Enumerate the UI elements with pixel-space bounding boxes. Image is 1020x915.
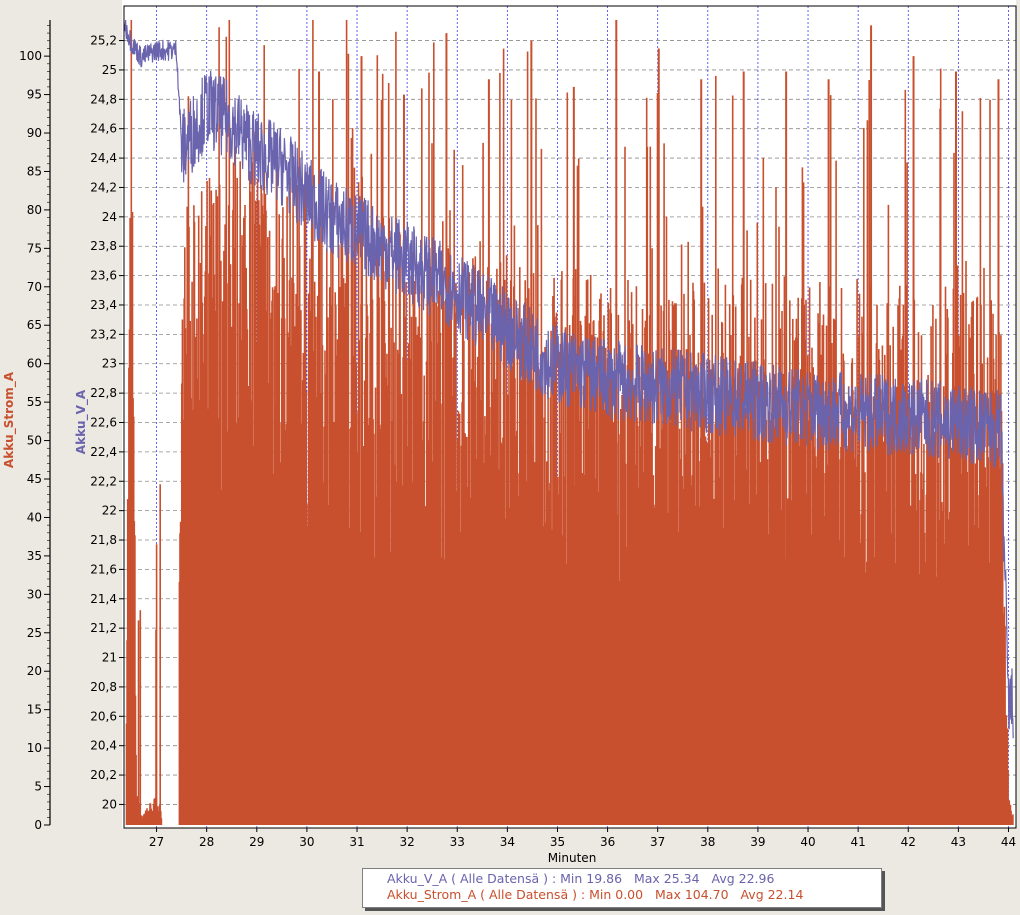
y-tick-label-current-2: 10: [27, 741, 42, 755]
series-akku-v-a-line: [123, 19, 1014, 739]
series-akku-strom-a-fill: [125, 20, 1014, 825]
y-tick-label-voltage-3: 20,6: [90, 709, 117, 723]
y-tick-label-voltage-6: 21,2: [90, 621, 117, 635]
y-tick-label-voltage-11: 22,2: [90, 474, 117, 488]
y-tick-label-voltage-14: 22,8: [90, 386, 117, 400]
x-tick-label-13: 40: [800, 835, 815, 849]
x-tick-label-8: 35: [550, 835, 565, 849]
x-tick-label-14: 41: [851, 835, 866, 849]
y-tick-label-current-17: 85: [27, 164, 42, 178]
y-tick-label-voltage-20: 24: [102, 210, 117, 224]
y-tick-label-voltage-12: 22,4: [90, 445, 117, 459]
y-tick-label-current-7: 35: [27, 549, 42, 563]
y-tick-label-voltage-19: 23,8: [90, 239, 117, 253]
y-tick-label-current-10: 50: [27, 434, 42, 448]
x-tick-label-16: 43: [951, 835, 966, 849]
x-tick-label-15: 42: [901, 835, 916, 849]
y-axis-akku-v-a: 20 20,2 20,4 20,6 20,8 21 21,2 21,4 21,6 21,8 22 22…: [90, 34, 124, 811]
legend: Akku_V_A ( Alle Datensä ) : Min 19.86 Ma…: [362, 868, 882, 908]
y-tick-label-current-15: 75: [27, 241, 42, 255]
x-tick-label-11: 38: [700, 835, 715, 849]
x-tick-label-9: 36: [600, 835, 615, 849]
y-tick-label-voltage-7: 21,4: [90, 592, 117, 606]
y-tick-label-current-9: 45: [27, 472, 42, 486]
x-tick-label-10: 37: [650, 835, 665, 849]
y-tick-label-current-20: 100: [19, 49, 42, 63]
y-tick-label-voltage-26: 25,2: [90, 34, 117, 48]
x-tick-label-1: 28: [199, 835, 214, 849]
y-tick-label-voltage-2: 20,4: [90, 739, 117, 753]
series-akku-v-a: [123, 19, 1014, 739]
left-panel-background: [0, 0, 122, 915]
x-tick-label-4: 31: [349, 835, 364, 849]
y-tick-label-voltage-5: 21: [102, 651, 117, 665]
y-tick-label-current-18: 90: [27, 126, 42, 140]
x-tick-label-5: 32: [399, 835, 414, 849]
y-tick-label-current-16: 80: [27, 203, 42, 217]
x-tick-label-7: 34: [500, 835, 515, 849]
x-axis: 27 28 29 30 31 32 33 34 35 36 37 38 39 40 41 42 43 44: [149, 828, 1016, 849]
y-tick-label-current-0: 0: [34, 818, 42, 832]
y-tick-label-voltage-25: 25: [102, 63, 117, 77]
x-tick-label-12: 39: [750, 835, 765, 849]
y-tick-label-current-12: 60: [27, 357, 42, 371]
y-tick-label-current-14: 70: [27, 280, 42, 294]
y-axis-title-current: Akku_Strom_A: [2, 371, 17, 468]
y-tick-label-current-1: 5: [34, 780, 42, 794]
y-tick-label-voltage-10: 22: [102, 504, 117, 518]
y-tick-label-voltage-23: 24,6: [90, 122, 117, 136]
y-tick-label-current-6: 30: [27, 587, 42, 601]
y-tick-label-voltage-21: 24,2: [90, 180, 117, 194]
y-tick-label-voltage-18: 23,6: [90, 269, 117, 283]
y-tick-label-current-19: 95: [27, 88, 42, 102]
y-tick-label-voltage-0: 20: [102, 797, 117, 811]
y-tick-label-voltage-13: 22,6: [90, 416, 117, 430]
x-tick-label-2: 29: [249, 835, 264, 849]
y-tick-label-voltage-22: 24,4: [90, 151, 117, 165]
y-tick-label-voltage-4: 20,8: [90, 680, 117, 694]
y-tick-label-current-8: 40: [27, 510, 42, 524]
y-axis-title-voltage: Akku_V_A: [74, 389, 89, 454]
y-tick-label-voltage-16: 23,2: [90, 327, 117, 341]
y-tick-label-voltage-1: 20,2: [90, 768, 117, 782]
y-axis-akku-strom-a: 0 5 10 15 20 25 30 35 40 45 50 55 60 65 70 75 80 85 90 95 10…: [19, 20, 51, 832]
x-tick-label-0: 27: [149, 835, 164, 849]
right-panel-background: [1016, 0, 1020, 915]
legend-entry-akku-strom-a: Akku_Strom_A ( Alle Datensä ) : Min 0.00…: [387, 887, 804, 902]
y-tick-label-voltage-9: 21,8: [90, 533, 117, 547]
x-axis-title: Minuten: [548, 851, 597, 865]
y-tick-label-voltage-17: 23,4: [90, 298, 117, 312]
y-tick-label-current-11: 55: [27, 395, 42, 409]
y-tick-label-current-3: 15: [27, 703, 42, 717]
x-tick-label-17: 44: [1001, 835, 1016, 849]
legend-entry-akku-v-a: Akku_V_A ( Alle Datensä ) : Min 19.86 Ma…: [387, 871, 775, 886]
y-tick-label-voltage-15: 23: [102, 357, 117, 371]
y-tick-label-voltage-8: 21,6: [90, 562, 117, 576]
x-tick-label-3: 30: [299, 835, 314, 849]
y-tick-label-current-4: 20: [27, 664, 42, 678]
plot-frame: [123, 5, 1017, 829]
y-tick-label-current-5: 25: [27, 626, 42, 640]
y-tick-label-voltage-24: 24,8: [90, 92, 117, 106]
y-tick-label-current-13: 65: [27, 318, 42, 332]
x-tick-label-6: 33: [450, 835, 465, 849]
